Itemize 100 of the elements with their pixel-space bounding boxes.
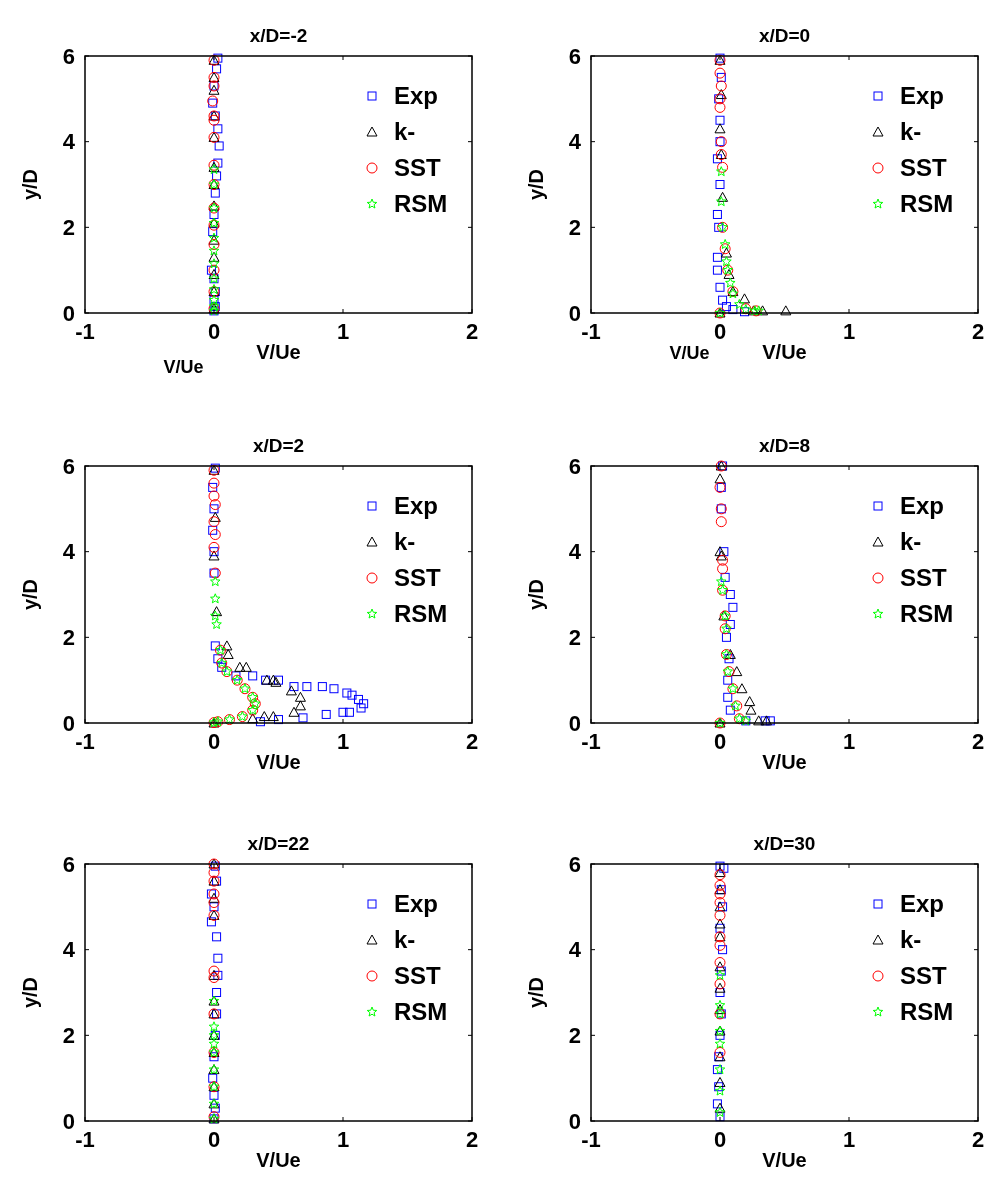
x-tick-label: 0: [713, 319, 727, 344]
point: [234, 661, 246, 672]
x-tick-label: 2: [971, 729, 985, 754]
point: [209, 499, 221, 511]
point: [712, 209, 722, 219]
point: [739, 293, 751, 304]
point: [712, 154, 722, 164]
point: [717, 563, 729, 575]
point: [338, 707, 348, 717]
point: [731, 666, 743, 677]
point: [721, 302, 731, 312]
point: [720, 247, 732, 258]
point: [714, 123, 726, 134]
x-tick-label: 2: [465, 319, 479, 344]
point: [208, 264, 220, 276]
legend-label: SST: [900, 962, 948, 990]
point: [720, 572, 730, 582]
y-tick-label: 6: [568, 851, 581, 877]
x-tick-label: -1: [581, 729, 601, 754]
point: [344, 707, 354, 717]
legend-label: k-: [900, 118, 922, 146]
legend-label: SST: [394, 154, 442, 182]
point: [294, 700, 306, 711]
point: [715, 80, 727, 92]
point: [210, 576, 221, 587]
point: [728, 305, 738, 315]
x-tick-label: 0: [207, 1127, 221, 1152]
legend-label: k-: [394, 118, 416, 146]
point: [209, 529, 221, 541]
x-tick-label: 1: [842, 729, 856, 754]
point: [231, 671, 241, 681]
legend-label: RSM: [394, 190, 448, 218]
y-tick-label: 0: [568, 300, 581, 326]
point: [359, 699, 369, 709]
y-tick-label: 2: [62, 625, 75, 651]
x-tick-label: 1: [336, 1127, 350, 1152]
x-tick-label: 2: [465, 729, 479, 754]
point: [248, 671, 258, 681]
chart-title: x/D=0: [758, 25, 811, 46]
x-axis-title: V/Ue: [256, 751, 301, 773]
point: [723, 675, 733, 685]
point: [329, 684, 339, 694]
point: [712, 265, 722, 275]
point: [714, 473, 726, 484]
point: [717, 161, 729, 173]
x-tick-label: 2: [971, 319, 985, 344]
legend-label: RSM: [900, 998, 954, 1026]
y-tick-label: 0: [62, 300, 75, 326]
y-tick-label: 0: [568, 710, 581, 736]
point: [715, 180, 725, 189]
point: [294, 691, 306, 702]
y-tick-label: 4: [62, 539, 76, 565]
point: [208, 490, 220, 502]
point: [222, 648, 234, 659]
point: [725, 705, 735, 715]
point: [714, 67, 726, 79]
point: [208, 238, 220, 250]
point: [347, 690, 357, 700]
point: [208, 516, 220, 528]
point: [285, 685, 297, 696]
point: [716, 196, 727, 207]
point: [208, 550, 220, 561]
point: [715, 550, 727, 561]
x-tick-label: 1: [336, 319, 350, 344]
point: [208, 541, 220, 553]
x-axis-title: V/Ue: [762, 1149, 807, 1171]
chart-title: x/D=8: [758, 435, 811, 456]
legend-label: k-: [900, 528, 922, 556]
point: [210, 188, 220, 198]
legend-label: RSM: [900, 190, 954, 218]
y-tick-label: 0: [62, 710, 75, 736]
point: [714, 222, 724, 232]
x-tick-label: 0: [713, 1127, 727, 1152]
legend-label: SST: [394, 564, 442, 592]
y-tick-label: 6: [62, 43, 75, 69]
point: [247, 713, 259, 724]
x-tick-label: 1: [336, 729, 350, 754]
point: [213, 158, 223, 168]
y-tick-label: 0: [568, 1108, 581, 1134]
point: [208, 251, 220, 262]
point: [714, 101, 726, 113]
x-tick-label: -1: [581, 1127, 601, 1152]
point: [274, 675, 283, 685]
point: [736, 683, 748, 694]
legend-label: RSM: [900, 600, 954, 628]
point: [255, 717, 265, 727]
legend-label: Exp: [900, 492, 945, 520]
point: [209, 511, 221, 522]
point: [718, 295, 728, 305]
point: [724, 654, 734, 664]
point: [217, 662, 227, 672]
chart-title: x/D=30: [753, 833, 816, 854]
x-axis-title: V/Ue: [762, 341, 807, 363]
y-axis-title: y/D: [525, 578, 547, 611]
point: [209, 504, 219, 514]
point: [267, 711, 279, 722]
point: [208, 482, 218, 492]
point: [209, 547, 219, 557]
point: [721, 256, 732, 267]
point: [208, 258, 220, 269]
